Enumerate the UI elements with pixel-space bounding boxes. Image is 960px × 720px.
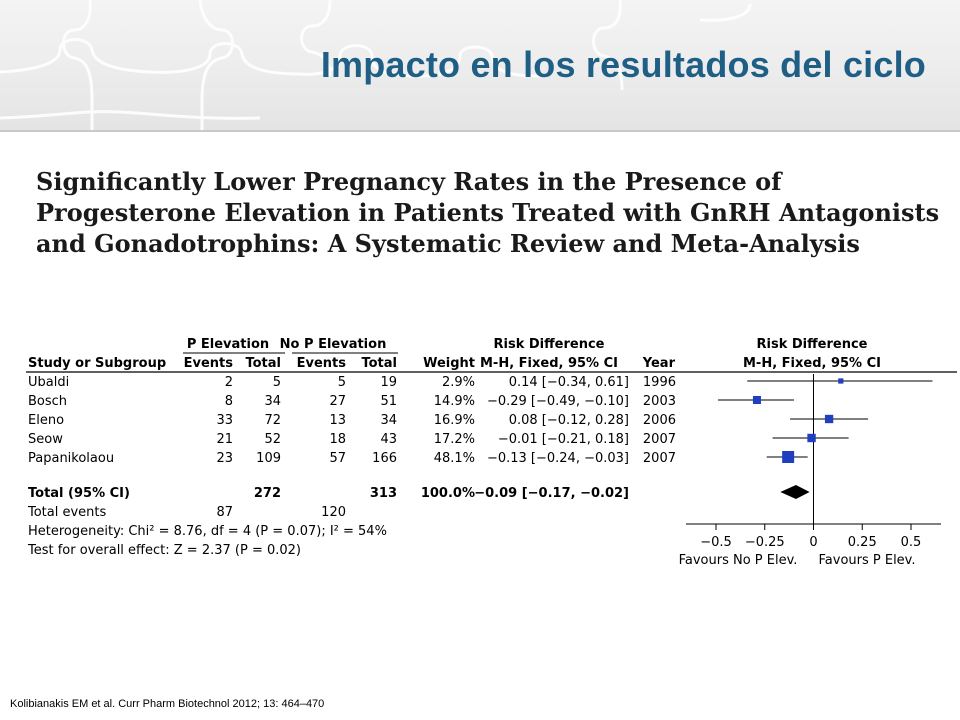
np-events-cell: 57 <box>329 451 346 466</box>
x-label-left: Favours No P Elev. <box>679 553 798 568</box>
weight-cell: 2.9% <box>442 375 475 390</box>
title-banner: Impacto en los resultados del ciclo <box>0 0 960 132</box>
banner-rule <box>0 130 960 132</box>
study-point-marker <box>807 433 816 443</box>
np-total-cell: 166 <box>372 451 397 466</box>
study-name: Bosch <box>28 394 67 409</box>
np-events-cell: 5 <box>338 375 346 390</box>
total-p-total: 272 <box>254 486 281 501</box>
risk-difference-cell: −0.01 [−0.21, 0.18] <box>498 432 629 447</box>
puzzle-background-icon <box>0 0 752 132</box>
col-p-total: Total <box>245 356 281 371</box>
col-np-total: Total <box>361 356 397 371</box>
study-name: Ubaldi <box>28 375 69 390</box>
pooled-diamond <box>780 485 810 499</box>
x-tick-label: −0.25 <box>745 535 785 550</box>
risk-difference-cell: 0.14 [−0.34, 0.61] <box>509 375 629 390</box>
study-point-marker <box>752 395 761 405</box>
total-weight: 100.0% <box>421 486 475 501</box>
col-study: Study or Subgroup <box>28 356 166 371</box>
total-risk-difference: −0.09 [−0.17, −0.02] <box>474 486 629 501</box>
header-no-p-elevation: No P Elevation <box>280 337 387 352</box>
p-total-cell: 109 <box>256 451 281 466</box>
risk-difference-cell: 0.08 [−0.12, 0.28] <box>509 413 629 428</box>
risk-difference-cell: −0.29 [−0.49, −0.10] <box>487 394 629 409</box>
np-events-cell: 27 <box>329 394 346 409</box>
header-risk-difference-plot: Risk Difference <box>757 337 868 352</box>
p-total-cell: 52 <box>264 432 281 447</box>
p-events-cell: 33 <box>216 413 233 428</box>
total-p-events: 87 <box>216 505 233 520</box>
study-name: Papanikolaou <box>28 451 114 466</box>
col-weight: Weight <box>423 356 475 371</box>
weight-cell: 16.9% <box>434 413 475 428</box>
slide-title: Impacto en los resultados del ciclo <box>320 44 926 85</box>
plot-subheader: M-H, Fixed, 95% CI <box>743 356 881 371</box>
study-point-marker <box>782 451 795 463</box>
total-events-label: Total events <box>27 505 107 520</box>
total-label: Total (95% CI) <box>28 486 130 501</box>
np-events-cell: 13 <box>329 413 346 428</box>
col-p-events: Events <box>184 356 234 371</box>
study-name: Eleno <box>28 413 64 428</box>
header-risk-difference: Risk Difference <box>494 337 605 352</box>
p-events-cell: 23 <box>216 451 233 466</box>
study-point-marker <box>838 378 844 384</box>
year-cell: 2007 <box>643 432 676 447</box>
np-total-cell: 19 <box>380 375 397 390</box>
risk-difference-cell: −0.13 [−0.24, −0.03] <box>487 451 629 466</box>
total-np-events: 120 <box>321 505 346 520</box>
np-total-cell: 51 <box>380 394 397 409</box>
citation: Kolibianakis EM et al. Curr Pharm Biotec… <box>10 698 325 710</box>
np-total-cell: 34 <box>380 413 397 428</box>
total-np-total: 313 <box>370 486 397 501</box>
x-tick-label: 0.25 <box>848 535 877 550</box>
weight-cell: 17.2% <box>434 432 475 447</box>
p-total-cell: 34 <box>264 394 281 409</box>
study-point-marker <box>824 414 834 424</box>
x-tick-label: 0 <box>809 535 817 550</box>
np-total-cell: 43 <box>380 432 397 447</box>
p-events-cell: 21 <box>216 432 233 447</box>
np-events-cell: 18 <box>329 432 346 447</box>
header-p-elevation: P Elevation <box>187 337 269 352</box>
x-tick-label: −0.5 <box>700 535 732 550</box>
x-label-right: Favours P Elev. <box>819 553 916 568</box>
year-cell: 2007 <box>643 451 676 466</box>
col-np-events: Events <box>297 356 347 371</box>
x-tick-label: 0.5 <box>901 535 922 550</box>
weight-cell: 14.9% <box>434 394 475 409</box>
overall-effect-text: Test for overall effect: Z = 2.37 (P = 0… <box>27 543 301 558</box>
forest-plot: P Elevation No P Elevation Risk Difference… <box>26 337 957 568</box>
weight-cell: 48.1% <box>434 451 475 466</box>
year-cell: 1996 <box>643 375 676 390</box>
p-total-cell: 72 <box>264 413 281 428</box>
year-cell: 2006 <box>643 413 676 428</box>
paper-title: Significantly Lower Pregnancy Rates in t… <box>36 167 940 258</box>
year-cell: 2003 <box>643 394 676 409</box>
heterogeneity-text: Heterogeneity: Chi² = 8.76, df = 4 (P = … <box>28 524 387 539</box>
p-events-cell: 8 <box>225 394 233 409</box>
p-events-cell: 2 <box>225 375 233 390</box>
col-risk-difference-sub: M-H, Fixed, 95% CI <box>480 356 618 371</box>
col-year: Year <box>642 356 676 371</box>
p-total-cell: 5 <box>273 375 281 390</box>
study-name: Seow <box>28 432 63 447</box>
